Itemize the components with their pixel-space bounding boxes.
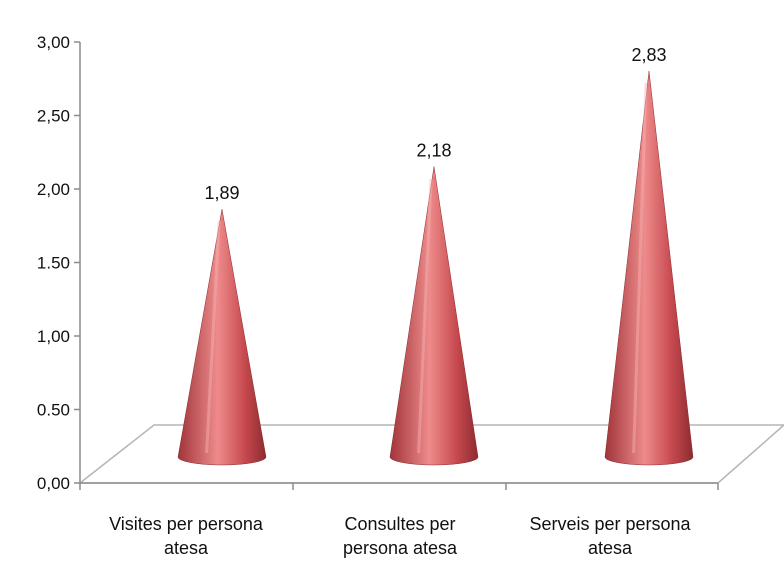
- cone-highlight: [205, 221, 221, 454]
- data-label: 2,18: [416, 141, 451, 161]
- cone-bar: [389, 166, 479, 466]
- cone-bar: [177, 209, 267, 466]
- cone-highlight: [632, 82, 648, 454]
- y-tick-label: 0.50: [37, 401, 70, 420]
- y-tick-label: 2,00: [37, 180, 70, 199]
- y-tick-label: 2,50: [37, 107, 70, 126]
- data-label: 2,83: [631, 45, 666, 65]
- x-category-label: Consultes per persona atesa: [343, 514, 458, 558]
- y-tick-label: 1,00: [37, 327, 70, 346]
- cone-body: [389, 166, 479, 466]
- cone-body: [177, 209, 267, 466]
- y-tick-label: 1.50: [37, 254, 70, 273]
- chart-labels: 1,89 2,18 2,83 Visites per persona atesa Cons…: [109, 45, 691, 558]
- y-tick-label: 0,00: [37, 474, 70, 493]
- cone-bar: [604, 70, 694, 466]
- x-category-label: Visites per persona atesa: [109, 514, 264, 558]
- y-axis: 0,00 0.50 1,00 1.50 2,00 2,50 3,00: [37, 33, 719, 493]
- cone-series: [177, 70, 694, 466]
- data-label: 1,89: [204, 183, 239, 203]
- x-category-label: Serveis per persona atesa: [529, 514, 691, 558]
- cone-highlight: [417, 178, 433, 454]
- cone-body: [604, 70, 694, 466]
- y-tick-label: 3,00: [37, 33, 70, 52]
